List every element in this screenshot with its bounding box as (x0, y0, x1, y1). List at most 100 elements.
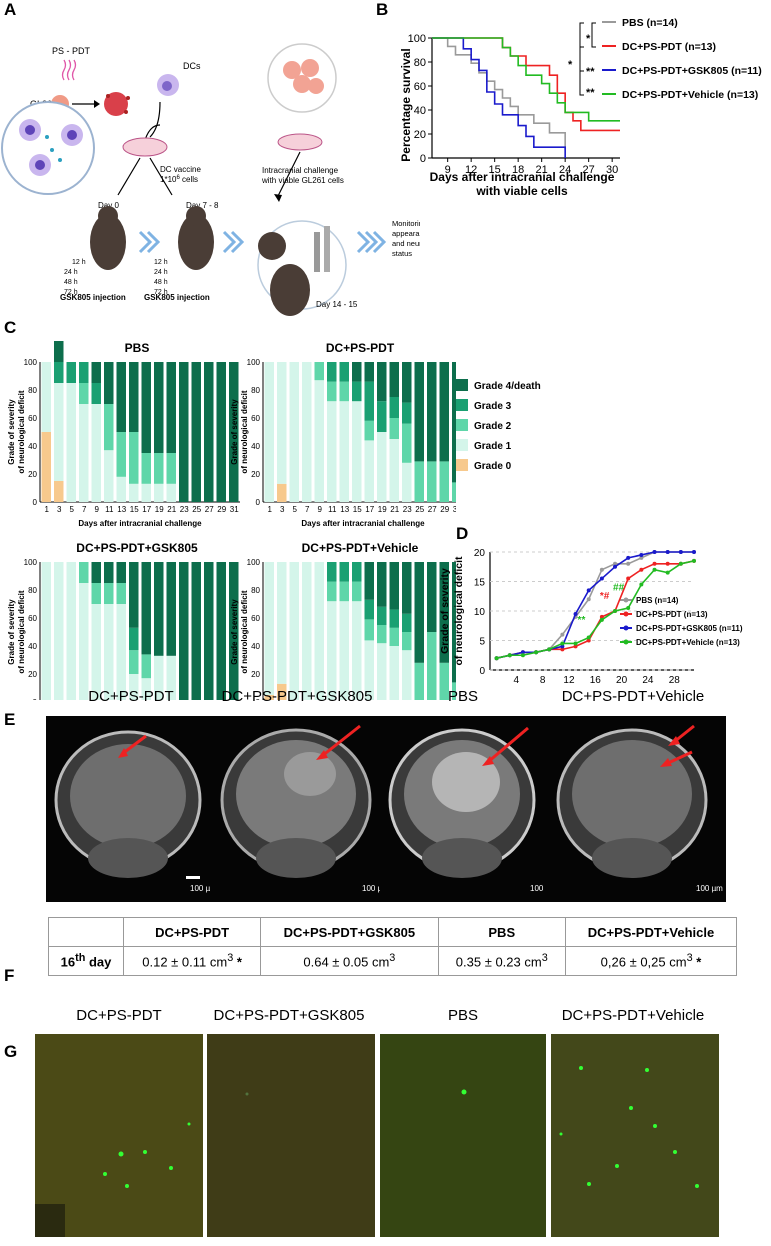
bar-grade4 (91, 562, 101, 583)
bar-subchart-3: DC+PS-PDT+GSK805 0 20 40 60 80 100 Grade of sev… (7, 541, 239, 700)
bar-grade1 (339, 401, 349, 502)
bar-grade1 (389, 646, 399, 700)
monitor-line4: status (392, 249, 412, 258)
bar-grade3 (339, 362, 349, 382)
vaccine-dose: 1*10 (160, 175, 177, 184)
d-point (626, 561, 631, 566)
d-point (534, 650, 539, 655)
bar-grade2 (402, 632, 412, 651)
legend-swatch-grade (456, 379, 468, 391)
unit-sup-3: 3 (541, 952, 548, 965)
bar-grade2 (402, 423, 412, 463)
bar-grade2 (452, 482, 456, 502)
bar-grade1 (66, 383, 76, 502)
bar-grade1 (104, 450, 114, 502)
fluor-image-1 (35, 1034, 203, 1237)
c-x-tick-label: 27 (205, 505, 214, 514)
bar-grade4 (116, 562, 126, 583)
c-x-tick-label: 9 (95, 505, 100, 514)
bar-grade2 (364, 420, 374, 441)
d-y-tick-label: 10 (474, 607, 486, 618)
bar-grade4 (204, 362, 214, 502)
c-ylabel-3: Grade of severity (7, 599, 16, 665)
mri-scale-4: 100 µm (696, 884, 723, 893)
bar-subchart-2: DC+PS-PDT 0 20 40 60 80 100 Grade of severity of… (230, 341, 456, 528)
x-tick-label: 24 (559, 164, 571, 176)
d-annotation-2: ## (613, 582, 625, 593)
fluor-spots-4-icon (559, 1066, 699, 1188)
legend-swatch-grade (456, 419, 468, 431)
c-x-tick-label: 17 (142, 505, 151, 514)
bar-grade2 (79, 383, 89, 404)
d-x-tick-label: 8 (540, 675, 546, 686)
c-y-tick-label: 20 (251, 670, 260, 679)
bar-grade1 (129, 483, 139, 502)
bar-grade1 (352, 601, 362, 700)
c-x-tick-label: 29 (440, 505, 449, 514)
d-xlabel: Days after intracranial challenge (511, 689, 673, 690)
challenge-line1: Intracranial challenge (262, 166, 339, 175)
tumor-volume-table: DC+PS-PDT DC+PS-PDT+GSK805 PBS DC+PS-PDT… (48, 917, 738, 976)
row-label-num: 16 (60, 954, 76, 970)
bar-grade2 (352, 581, 362, 602)
vaccine-sup: 6 (176, 175, 180, 181)
d-legend-label-1: PBS (n=14) (636, 596, 679, 605)
bar-grade1 (141, 678, 151, 700)
sig-star-1: * (586, 33, 591, 45)
bar-grade2 (129, 650, 139, 674)
bar-grade3 (389, 397, 399, 418)
volume-value-1: 0.12 ± 0.11 cm (142, 954, 228, 970)
d-point (586, 638, 591, 643)
mri-label-4: DC+PS-PDT+Vehicle (561, 688, 705, 705)
bar-grade3 (91, 383, 101, 404)
x-tick-label: 30 (606, 164, 618, 176)
bar-grade4 (129, 362, 139, 432)
time0b: 12 h (154, 259, 168, 266)
injection-label-2: GSK805 injection (144, 293, 210, 302)
d-point (665, 550, 670, 554)
d-point (678, 561, 683, 566)
c-y-tick-label: 80 (28, 586, 37, 595)
bar-grade4 (54, 341, 64, 362)
bar-grade1 (154, 483, 164, 502)
bar-grade4 (104, 362, 114, 404)
c-x-tick-label: 5 (293, 505, 298, 514)
bar-grade4 (427, 562, 437, 632)
bar-grade4 (179, 562, 189, 700)
mri-scale-3: 100 µm (530, 884, 557, 893)
d-y-tick-label: 0 (479, 666, 485, 677)
c-y-tick-label: 20 (28, 670, 37, 679)
c-ylabel-1: Grade of severity (7, 399, 16, 465)
bar-grade1 (54, 383, 64, 481)
chevron-arrows-icon (138, 230, 387, 254)
bar-grade0 (41, 432, 51, 502)
d-point (665, 561, 670, 566)
bar-grade3 (364, 599, 374, 620)
bar-grade4 (154, 562, 164, 656)
bar-grade1 (352, 401, 362, 502)
c-x-tick-label: 31 (453, 505, 456, 514)
bar-grade0 (277, 483, 287, 502)
bar-grade0 (54, 481, 64, 502)
bar-grade1 (141, 483, 151, 502)
c-y-tick-label: 0 (33, 498, 38, 507)
d-line-3 (496, 551, 694, 659)
volume-value-2: 0.64 ± 0.05 cm (303, 954, 390, 970)
bar-grade1 (154, 655, 164, 700)
x-tick-label: 9 (445, 164, 451, 176)
c-x-tick-label: 27 (428, 505, 437, 514)
c-y-tick-label: 80 (251, 386, 260, 395)
c-x-tick-label: 1 (45, 505, 50, 514)
bar-grade4 (427, 362, 437, 462)
bar-grade1 (54, 562, 64, 700)
c-x-tick-label: 13 (340, 505, 349, 514)
d-legend-label-4: DC+PS-PDT+Vehicle (n=13) (636, 638, 740, 647)
volume-value-3: 0.35 ± 0.23 cm (455, 954, 542, 970)
bar-grade2 (339, 581, 349, 602)
sig-star-3: ** (586, 66, 595, 78)
bar-grade1 (264, 562, 274, 695)
bar-grade2 (427, 461, 437, 502)
c-x-tick-label: 3 (57, 505, 62, 514)
monitor-line2: appearance, growth (392, 229, 420, 238)
bar-grade1 (277, 562, 287, 684)
